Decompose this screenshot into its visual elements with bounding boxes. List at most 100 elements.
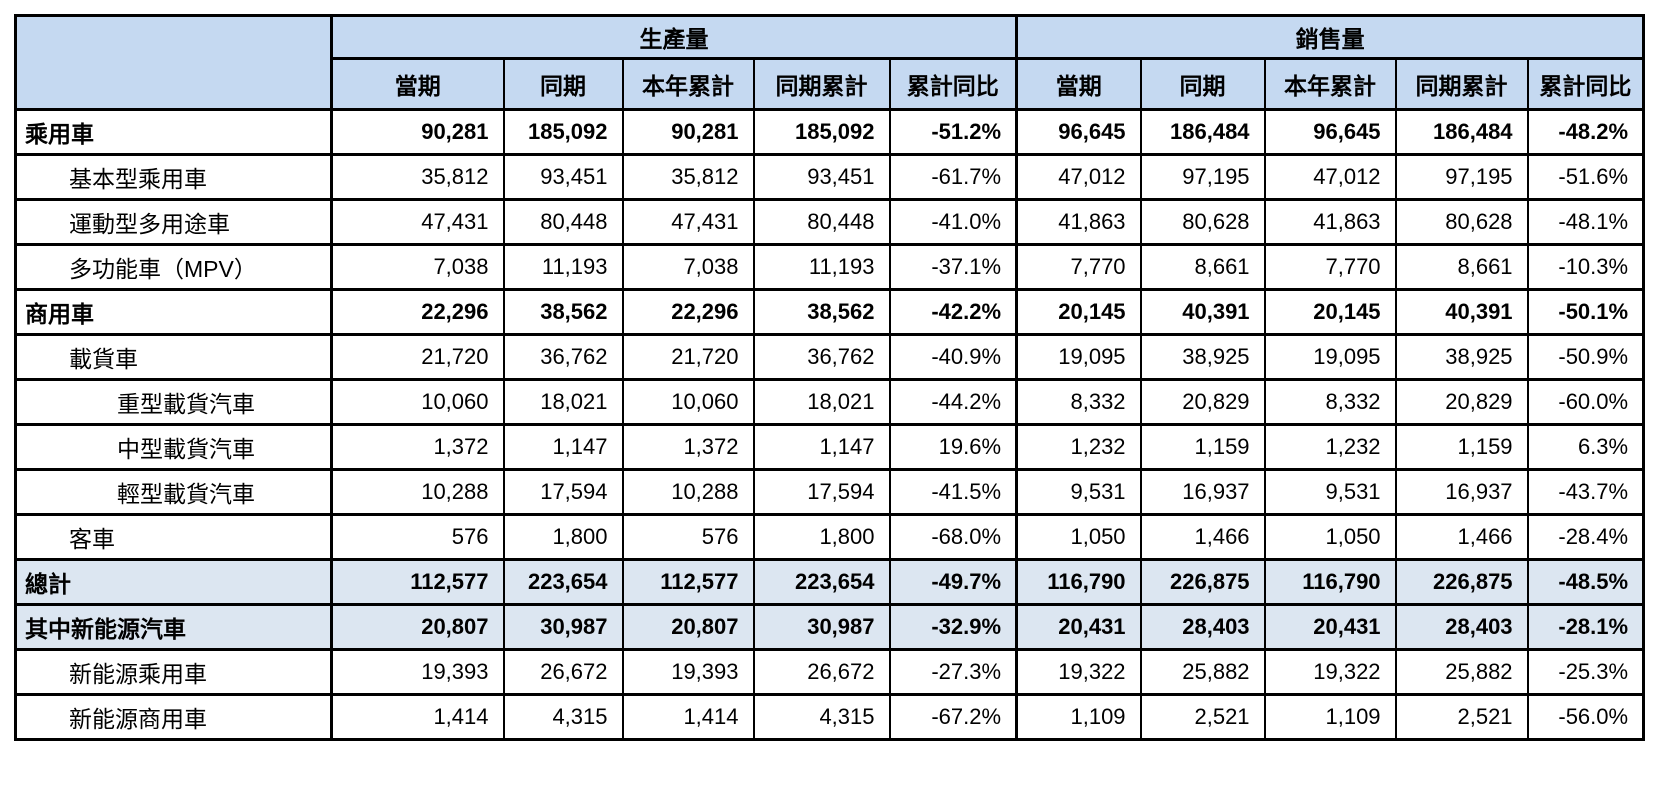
production-value-ytd: 112,577 <box>621 558 755 606</box>
production-value-yoy: -37.1% <box>888 243 1018 291</box>
production-value-prior-ytd: 1,800 <box>752 513 891 561</box>
sales-value-ytd: 20,431 <box>1263 603 1397 651</box>
sales-value-yoy: -50.1% <box>1526 288 1645 336</box>
row-label: 新能源商用車 <box>14 693 333 741</box>
table-row: 其中新能源汽車 20,807 30,987 20,807 30,987 -32.9% 20,… <box>14 603 1645 651</box>
production-value-ytd: 21,720 <box>621 333 755 381</box>
sales-value-prior: 226,875 <box>1139 558 1266 606</box>
table-row: 重型載貨汽車 10,060 18,021 10,060 18,021 -44.2% 8,33… <box>14 378 1645 426</box>
sales-value-yoy: -28.4% <box>1526 513 1645 561</box>
column-group-sales: 銷售量 <box>1015 14 1645 60</box>
production-value-ytd: 576 <box>621 513 755 561</box>
sales-value-prior-ytd: 38,925 <box>1394 333 1529 381</box>
sales-value-prior-ytd: 2,521 <box>1394 693 1529 741</box>
production-value-yoy: -44.2% <box>888 378 1018 426</box>
sales-value-prior: 28,403 <box>1139 603 1266 651</box>
sales-value-ytd: 1,109 <box>1263 693 1397 741</box>
sales-value-current: 7,770 <box>1015 243 1142 291</box>
sales-value-prior-ytd: 20,829 <box>1394 378 1529 426</box>
sales-value-prior-ytd: 8,661 <box>1394 243 1529 291</box>
sales-value-yoy: -48.5% <box>1526 558 1645 606</box>
production-value-yoy: 19.6% <box>888 423 1018 471</box>
production-value-prior-ytd: 4,315 <box>752 693 891 741</box>
sales-value-current: 1,050 <box>1015 513 1142 561</box>
row-label: 總計 <box>14 558 333 606</box>
production-value-yoy: -27.3% <box>888 648 1018 696</box>
row-label: 新能源乘用車 <box>14 648 333 696</box>
sales-value-current: 41,863 <box>1015 198 1142 246</box>
row-label: 商用車 <box>14 288 333 336</box>
sales-value-prior-ytd: 1,159 <box>1394 423 1529 471</box>
production-value-yoy: -67.2% <box>888 693 1018 741</box>
sales-value-prior: 1,159 <box>1139 423 1266 471</box>
production-value-current: 20,807 <box>330 603 505 651</box>
production-value-prior: 1,147 <box>502 423 624 471</box>
sales-value-yoy: -50.9% <box>1526 333 1645 381</box>
sales-value-prior-ytd: 186,484 <box>1394 108 1529 156</box>
production-value-current: 35,812 <box>330 153 505 201</box>
sales-value-yoy: -28.1% <box>1526 603 1645 651</box>
production-value-prior-ytd: 30,987 <box>752 603 891 651</box>
sales-value-yoy: -48.2% <box>1526 108 1645 156</box>
row-label: 輕型載貨汽車 <box>14 468 333 516</box>
sales-value-current: 19,095 <box>1015 333 1142 381</box>
row-label: 中型載貨汽車 <box>14 423 333 471</box>
sales-value-ytd: 47,012 <box>1263 153 1397 201</box>
sales-value-current: 19,322 <box>1015 648 1142 696</box>
production-value-current: 21,720 <box>330 333 505 381</box>
sales-value-prior-ytd: 28,403 <box>1394 603 1529 651</box>
production-value-yoy: -49.7% <box>888 558 1018 606</box>
production-value-current: 90,281 <box>330 108 505 156</box>
row-label: 運動型多用途車 <box>14 198 333 246</box>
sales-value-prior: 186,484 <box>1139 108 1266 156</box>
production-value-ytd: 35,812 <box>621 153 755 201</box>
table-row: 新能源商用車 1,414 4,315 1,414 4,315 -67.2% 1,109 2,5… <box>14 693 1645 741</box>
row-label: 乘用車 <box>14 108 333 156</box>
sales-value-current: 20,145 <box>1015 288 1142 336</box>
production-value-yoy: -68.0% <box>888 513 1018 561</box>
production-value-prior: 30,987 <box>502 603 624 651</box>
row-label: 重型載貨汽車 <box>14 378 333 426</box>
table-row: 新能源乘用車 19,393 26,672 19,393 26,672 -27.3% 19,3… <box>14 648 1645 696</box>
table-row: 多功能車（MPV） 7,038 11,193 7,038 11,193 -37.1% 7,7… <box>14 243 1645 291</box>
column-header-sales-prior: 同期 <box>1139 57 1266 111</box>
sales-value-current: 20,431 <box>1015 603 1142 651</box>
column-header-sales-ytd: 本年累計 <box>1263 57 1397 111</box>
table-row: 載貨車 21,720 36,762 21,720 36,762 -40.9% 19,095 3… <box>14 333 1645 381</box>
production-value-yoy: -41.5% <box>888 468 1018 516</box>
production-value-prior: 36,762 <box>502 333 624 381</box>
production-value-prior-ytd: 17,594 <box>752 468 891 516</box>
production-value-current: 1,414 <box>330 693 505 741</box>
table-row: 輕型載貨汽車 10,288 17,594 10,288 17,594 -41.5% 9,53… <box>14 468 1645 516</box>
column-header-sales-current: 當期 <box>1015 57 1142 111</box>
sales-value-yoy: -25.3% <box>1526 648 1645 696</box>
production-value-prior-ytd: 18,021 <box>752 378 891 426</box>
production-value-yoy: -32.9% <box>888 603 1018 651</box>
sales-value-current: 116,790 <box>1015 558 1142 606</box>
sales-value-prior: 20,829 <box>1139 378 1266 426</box>
production-value-current: 7,038 <box>330 243 505 291</box>
production-value-prior: 17,594 <box>502 468 624 516</box>
production-value-prior: 1,800 <box>502 513 624 561</box>
column-header-production-ytd: 本年累計 <box>621 57 755 111</box>
production-value-prior-ytd: 223,654 <box>752 558 891 606</box>
header-group-row: 生產量 銷售量 <box>14 14 1645 111</box>
production-value-ytd: 19,393 <box>621 648 755 696</box>
table-row: 商用車 22,296 38,562 22,296 38,562 -42.2% 20,145 4… <box>14 288 1645 336</box>
production-value-ytd: 10,288 <box>621 468 755 516</box>
sales-value-yoy: 6.3% <box>1526 423 1645 471</box>
sales-value-yoy: -43.7% <box>1526 468 1645 516</box>
table-row: 基本型乘用車 35,812 93,451 35,812 93,451 -61.7% 47,0… <box>14 153 1645 201</box>
column-header-production-yoy: 累計同比 <box>888 57 1018 111</box>
production-value-prior-ytd: 80,448 <box>752 198 891 246</box>
production-value-yoy: -40.9% <box>888 333 1018 381</box>
production-value-ytd: 1,372 <box>621 423 755 471</box>
column-header-production-prior: 同期 <box>502 57 624 111</box>
production-value-prior: 26,672 <box>502 648 624 696</box>
sales-value-prior: 40,391 <box>1139 288 1266 336</box>
sales-value-prior: 2,521 <box>1139 693 1266 741</box>
sales-value-prior: 25,882 <box>1139 648 1266 696</box>
production-value-ytd: 47,431 <box>621 198 755 246</box>
production-value-ytd: 7,038 <box>621 243 755 291</box>
table-row: 運動型多用途車 47,431 80,448 47,431 80,448 -41.0% 41,… <box>14 198 1645 246</box>
